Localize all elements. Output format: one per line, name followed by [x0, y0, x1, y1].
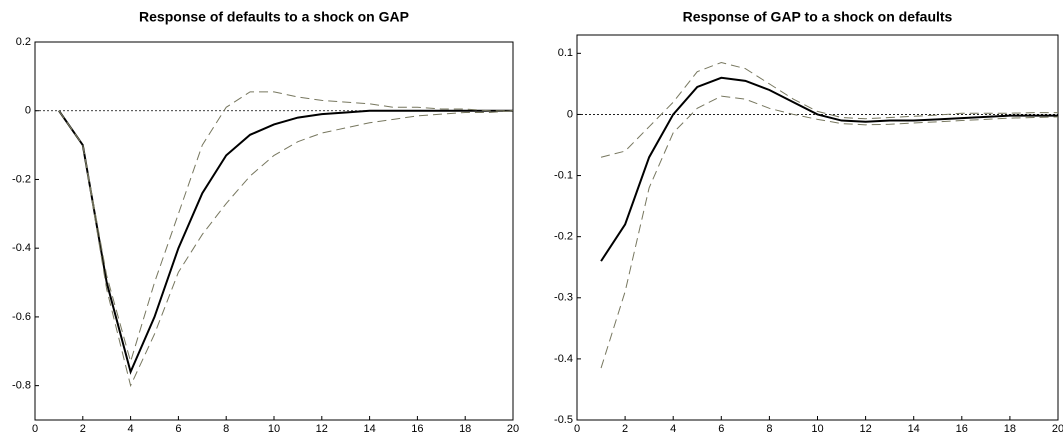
series-line — [58, 110, 514, 388]
y-tick-label: -0.6 — [12, 311, 31, 323]
x-tick-label: 6 — [175, 423, 181, 435]
y-tick-label: -0.8 — [12, 380, 31, 392]
y-tick-label: -0.3 — [554, 292, 573, 304]
y-tick-label: -0.2 — [554, 231, 573, 243]
x-tick-label: 12 — [316, 423, 328, 435]
y-tick-label: 0 — [567, 108, 573, 120]
series-line — [58, 109, 513, 375]
chart-title: Response of defaults to a shock on GAP — [139, 9, 409, 25]
y-tick-label: 0.2 — [16, 36, 31, 48]
x-tick-label: 18 — [1004, 423, 1016, 435]
series-line — [600, 76, 1058, 262]
x-tick-label: 0 — [574, 423, 580, 435]
x-tick-label: 10 — [268, 423, 280, 435]
x-tick-label: 6 — [718, 423, 724, 435]
series-line — [600, 95, 1059, 369]
y-tick-label: -0.5 — [554, 414, 573, 426]
chart-title: Response of GAP to a shock on defaults — [683, 9, 953, 25]
x-tick-label: 20 — [1052, 423, 1063, 435]
y-tick-label: -0.1 — [554, 169, 573, 181]
x-tick-label: 14 — [908, 423, 920, 435]
y-tick-label: 0.1 — [558, 47, 573, 59]
x-tick-label: 2 — [80, 423, 86, 435]
x-tick-label: 4 — [128, 423, 134, 435]
plot-area — [576, 34, 1059, 421]
y-tick-label: -0.4 — [554, 353, 573, 365]
x-tick-label: 0 — [32, 423, 38, 435]
y-tick-label: -0.4 — [12, 242, 31, 254]
x-tick-label: 14 — [363, 423, 375, 435]
series-line — [600, 61, 1058, 158]
y-tick-label: 0 — [25, 105, 31, 117]
x-tick-label: 16 — [956, 423, 968, 435]
x-tick-label: 20 — [507, 423, 519, 435]
plot-area — [34, 41, 514, 421]
x-tick-label: 8 — [766, 423, 772, 435]
x-tick-label: 16 — [411, 423, 423, 435]
x-tick-label: 18 — [459, 423, 471, 435]
y-tick-label: -0.2 — [12, 173, 31, 185]
x-tick-label: 12 — [859, 423, 871, 435]
x-tick-label: 10 — [811, 423, 823, 435]
x-tick-label: 2 — [622, 423, 628, 435]
x-tick-label: 8 — [223, 423, 229, 435]
x-tick-label: 4 — [670, 423, 676, 435]
